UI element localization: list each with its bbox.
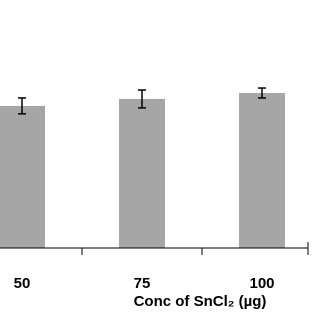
bar <box>119 98 165 249</box>
bar <box>239 93 285 248</box>
bar <box>0 105 45 249</box>
x-tick-label: 75 <box>134 275 151 292</box>
x-axis-title: Conc of SnCl₂ (µg) <box>134 293 267 310</box>
x-tick-label: 50 <box>14 275 31 292</box>
x-tick-label: 100 <box>249 275 274 292</box>
